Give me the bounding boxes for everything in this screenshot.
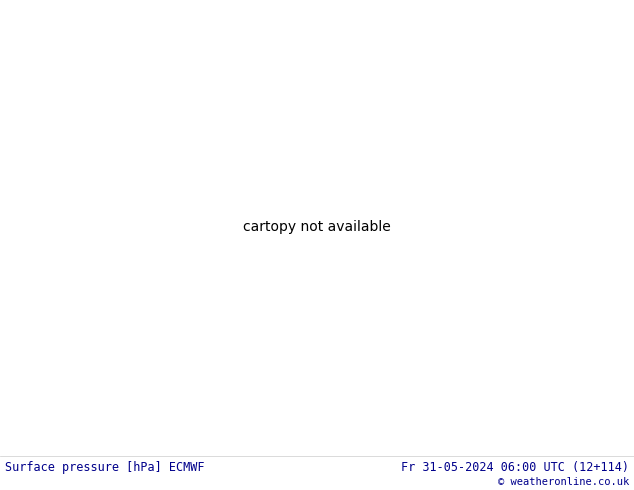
Text: Fr 31-05-2024 06:00 UTC (12+114): Fr 31-05-2024 06:00 UTC (12+114) — [401, 461, 629, 474]
Text: © weatheronline.co.uk: © weatheronline.co.uk — [498, 477, 629, 487]
Text: cartopy not available: cartopy not available — [243, 220, 391, 234]
Text: Surface pressure [hPa] ECMWF: Surface pressure [hPa] ECMWF — [5, 461, 205, 474]
